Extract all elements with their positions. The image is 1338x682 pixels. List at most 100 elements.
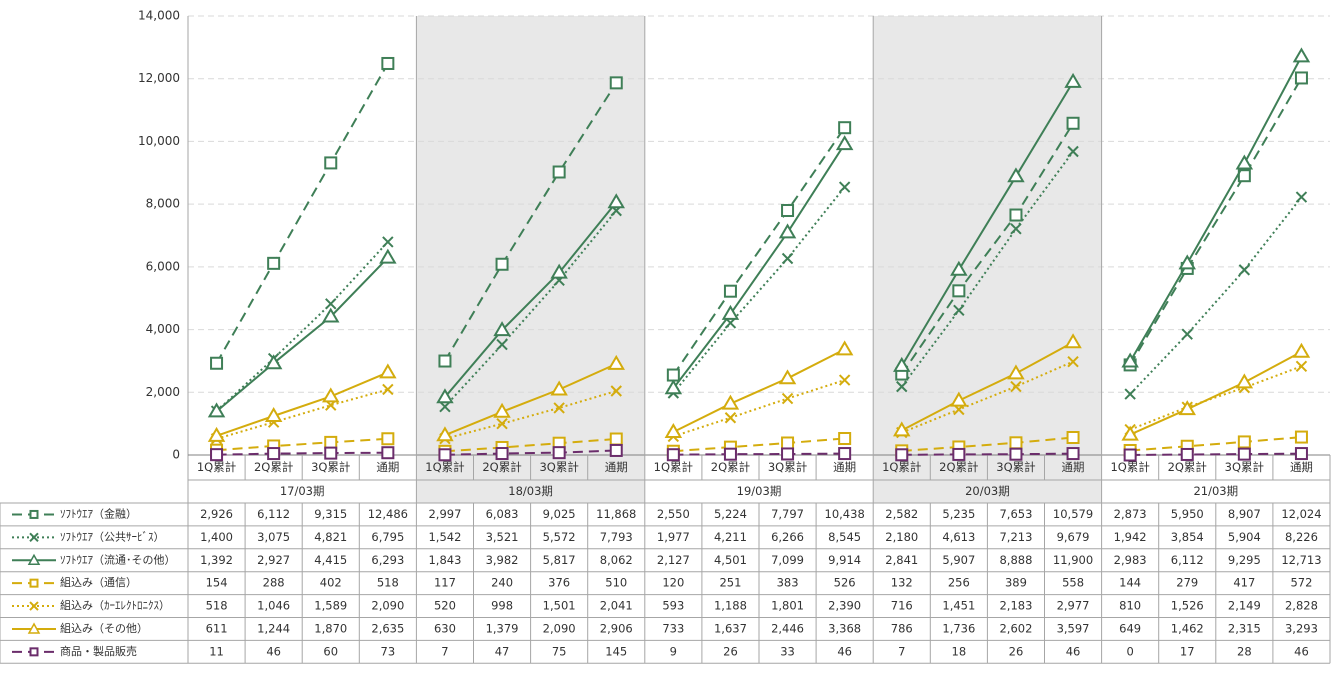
table-cell-value: 33: [780, 644, 795, 658]
table-cell-value: 1,462: [1171, 621, 1204, 635]
data-point: [724, 412, 737, 424]
table-cell-value: 12,713: [1281, 553, 1321, 567]
data-point: [1066, 431, 1080, 445]
table-cell-value: 5,235: [942, 507, 975, 521]
table-cell-value: 2,841: [885, 553, 918, 567]
data-point: [439, 400, 451, 413]
series-line: [216, 451, 388, 456]
data-point: [1064, 72, 1082, 88]
legend-marker: [29, 601, 39, 611]
data-point: [493, 321, 511, 337]
table-cell-value: 17: [1180, 644, 1195, 658]
series-name: ｿﾌﾄｳｴｱ（公共ｻｰﾋﾞｽ）: [60, 530, 165, 543]
table-cell-value: 3,597: [1057, 621, 1090, 635]
x-tick-label: 2Q累計: [254, 460, 293, 474]
legend-marker: [27, 553, 41, 565]
table-cell-value: 7: [441, 644, 448, 658]
table-cell-value: 518: [377, 576, 399, 590]
table-cell-value: 1,501: [543, 599, 576, 613]
table-cell-value: 2,602: [999, 621, 1032, 635]
legend-marker: [27, 622, 41, 634]
data-point: [1010, 223, 1022, 235]
table-cell-value: 510: [605, 576, 627, 590]
table-cell-value: 8,907: [1228, 507, 1261, 521]
table-cell-value: 3,854: [1171, 530, 1204, 544]
table-cell-value: 120: [662, 576, 684, 590]
table-cell-value: 9,914: [828, 553, 861, 567]
table-cell-value: 1,451: [942, 599, 975, 613]
table-cell-value: 10,579: [1053, 507, 1093, 521]
series-line: [672, 127, 846, 376]
period-label: 21/03期: [1193, 484, 1238, 498]
data-point: [379, 248, 397, 264]
table-cell-value: 46: [1294, 644, 1309, 658]
table-cell-value: 2,927: [257, 553, 290, 567]
data-point: [210, 448, 224, 462]
series-line: [216, 437, 388, 452]
series-line: [444, 438, 617, 453]
data-point: [325, 298, 337, 310]
data-point: [438, 448, 452, 462]
period-label: 20/03期: [965, 484, 1010, 498]
table-cell-value: 6,112: [257, 507, 290, 521]
table-cell-value: 1,801: [771, 599, 804, 613]
x-tick-label: 通期: [1062, 460, 1085, 474]
table-cell-value: 2,977: [1057, 599, 1090, 613]
table-cell-value: 9,025: [543, 507, 576, 521]
series-line: [901, 436, 1074, 452]
table-cell-value: 3,521: [486, 530, 519, 544]
table-cell-value: 6,112: [1171, 553, 1204, 567]
series-name: 商品・製品販売: [60, 644, 137, 658]
table-cell-value: 46: [837, 644, 852, 658]
data-point: [950, 260, 968, 276]
table-cell-value: 716: [891, 599, 913, 613]
data-point: [1067, 145, 1079, 158]
data-point: [1010, 380, 1022, 393]
data-point: [607, 354, 625, 370]
data-point: [835, 135, 854, 151]
data-point: [1294, 430, 1308, 444]
data-point: [1292, 342, 1311, 358]
data-point: [952, 284, 966, 298]
data-point: [781, 392, 794, 405]
x-tick-label: 1Q累計: [882, 460, 921, 474]
table-cell-value: 2,446: [771, 621, 804, 635]
y-tick-label: 8,000: [146, 197, 180, 211]
x-tick-label: 3Q累計: [768, 460, 807, 474]
table-cell-value: 1,637: [714, 621, 747, 635]
table-cell-value: 526: [834, 576, 856, 590]
x-tick-label: 3Q累計: [539, 460, 578, 474]
y-tick-label: 0: [172, 448, 180, 462]
data-point: [322, 387, 340, 403]
table-cell-value: 75: [552, 644, 567, 658]
x-tick-label: 通期: [1290, 460, 1313, 474]
data-point: [781, 204, 795, 218]
table-cell-value: 3,982: [486, 553, 519, 567]
y-tick-label: 14,000: [138, 9, 180, 23]
data-point: [610, 385, 622, 397]
table-cell-value: 2,997: [428, 507, 461, 521]
data-point: [382, 383, 394, 396]
data-point: [721, 394, 740, 410]
data-point: [1295, 360, 1308, 373]
data-point: [1067, 355, 1079, 368]
data-point: [493, 402, 511, 418]
data-point: [609, 443, 623, 457]
data-point: [550, 380, 568, 396]
table-cell-value: 18: [952, 644, 967, 658]
table-cell-value: 1,392: [200, 553, 233, 567]
series-line: [1130, 436, 1302, 452]
table-cell-value: 649: [1119, 621, 1141, 635]
table-cell-value: 1,736: [942, 621, 975, 635]
data-point: [210, 356, 224, 370]
table-cell-value: 46: [266, 644, 281, 658]
period-label: 18/03期: [508, 484, 553, 498]
x-tick-label: 通期: [833, 460, 856, 474]
series-line: [901, 452, 1074, 456]
data-point: [1124, 388, 1136, 400]
data-point: [1064, 333, 1082, 349]
data-point: [496, 338, 508, 351]
table-cell-value: 4,821: [314, 530, 347, 544]
table-cell-value: 26: [1009, 644, 1024, 658]
